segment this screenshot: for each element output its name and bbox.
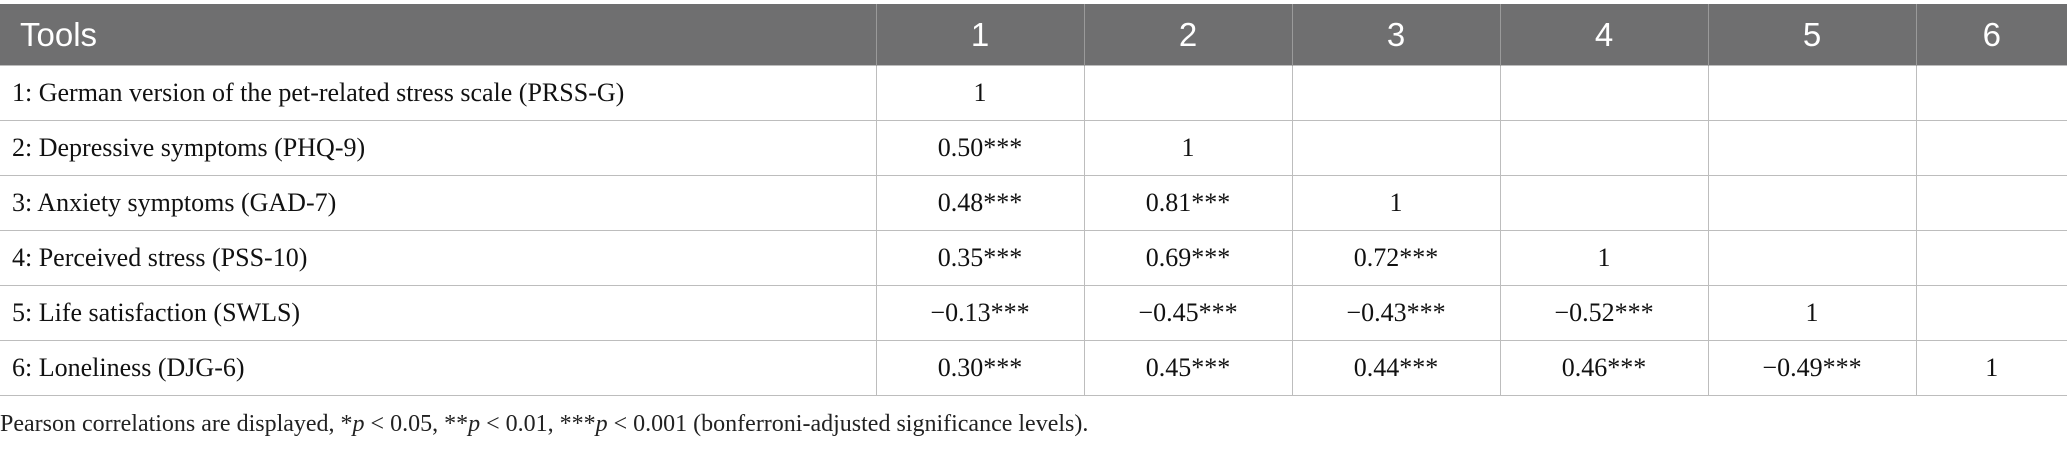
footnote-text-1: Pearson correlations are displayed, *: [0, 411, 353, 437]
header-row: Tools 1 2 3 4 5 6: [0, 4, 2067, 66]
table-cell: 1: [1915, 340, 2067, 396]
table-cell: 1: [1083, 120, 1293, 176]
row-label: 2: Depressive symptoms (PHQ-9): [0, 120, 877, 176]
footnote-text-4: < 0.001 (bonferroni-adjusted significanc…: [607, 411, 1089, 437]
table-cell: [1291, 65, 1501, 121]
table-cell: 0.50***: [875, 120, 1085, 176]
row-label: 3: Anxiety symptoms (GAD-7): [0, 175, 877, 231]
table-cell: [1915, 120, 2067, 176]
table-row: 1: German version of the pet-related str…: [0, 65, 2067, 121]
table-cell: [1707, 230, 1917, 286]
table-cell: [1915, 65, 2067, 121]
table-cell: [1083, 65, 1293, 121]
table-cell: [1707, 65, 1917, 121]
table-cell: −0.13***: [875, 285, 1085, 341]
footnote-p-italic-3: p: [595, 411, 608, 437]
footnote-p-italic-2: p: [468, 411, 481, 437]
row-label: 4: Perceived stress (PSS-10): [0, 230, 877, 286]
table-cell: [1707, 175, 1917, 231]
table-cell: 1: [1499, 230, 1709, 286]
table-header: Tools 1 2 3 4 5 6: [0, 4, 2067, 66]
table-cell: 0.35***: [875, 230, 1085, 286]
row-label: 1: German version of the pet-related str…: [0, 65, 877, 121]
table-body: 1: German version of the pet-related str…: [0, 65, 2067, 396]
table-cell: −0.52***: [1499, 285, 1709, 341]
footnote-text-3: < 0.01, ***: [480, 411, 596, 437]
table-cell: 0.81***: [1083, 175, 1293, 231]
footnote-p-italic-1: p: [352, 411, 365, 437]
table-cell: [1499, 175, 1709, 231]
table-cell: [1915, 285, 2067, 341]
row-label: 5: Life satisfaction (SWLS): [0, 285, 877, 341]
table-cell: −0.43***: [1291, 285, 1501, 341]
table-cell: 0.44***: [1291, 340, 1501, 396]
table-cell: 1: [1707, 285, 1917, 341]
table-cell: [1915, 230, 2067, 286]
table-footnote: Pearson correlations are displayed, *p <…: [0, 411, 1088, 438]
header-col-2: 2: [1084, 4, 1293, 66]
table-cell: 1: [875, 65, 1085, 121]
table-row: 2: Depressive symptoms (PHQ-9) 0.50*** 1: [0, 120, 2067, 176]
table-cell: 1: [1291, 175, 1501, 231]
table-cell: [1915, 175, 2067, 231]
correlation-table: Tools 1 2 3 4 5 6 1: German version of t…: [0, 4, 2067, 396]
table-row: 6: Loneliness (DJG-6) 0.30*** 0.45*** 0.…: [0, 340, 2067, 396]
table-cell: [1499, 65, 1709, 121]
table-cell: [1291, 120, 1501, 176]
header-col-5: 5: [1708, 4, 1917, 66]
correlation-table-container: Tools 1 2 3 4 5 6 1: German version of t…: [0, 4, 2067, 396]
table-cell: 0.69***: [1083, 230, 1293, 286]
table-cell: −0.49***: [1707, 340, 1917, 396]
header-col-3: 3: [1292, 4, 1501, 66]
table-row: 4: Perceived stress (PSS-10) 0.35*** 0.6…: [0, 230, 2067, 286]
table-cell: 0.45***: [1083, 340, 1293, 396]
table-cell: 0.48***: [875, 175, 1085, 231]
table-cell: 0.30***: [875, 340, 1085, 396]
table-cell: −0.45***: [1083, 285, 1293, 341]
header-col-4: 4: [1500, 4, 1709, 66]
header-col-1: 1: [876, 4, 1085, 66]
table-cell: 0.46***: [1499, 340, 1709, 396]
table-row: 3: Anxiety symptoms (GAD-7) 0.48*** 0.81…: [0, 175, 2067, 231]
table-row: 5: Life satisfaction (SWLS) −0.13*** −0.…: [0, 285, 2067, 341]
header-col-6: 6: [1916, 4, 2067, 66]
table-cell: [1499, 120, 1709, 176]
footnote-text-2: < 0.05, **: [364, 411, 469, 437]
header-tools: Tools: [0, 4, 877, 66]
row-label: 6: Loneliness (DJG-6): [0, 340, 877, 396]
table-cell: 0.72***: [1291, 230, 1501, 286]
table-cell: [1707, 120, 1917, 176]
